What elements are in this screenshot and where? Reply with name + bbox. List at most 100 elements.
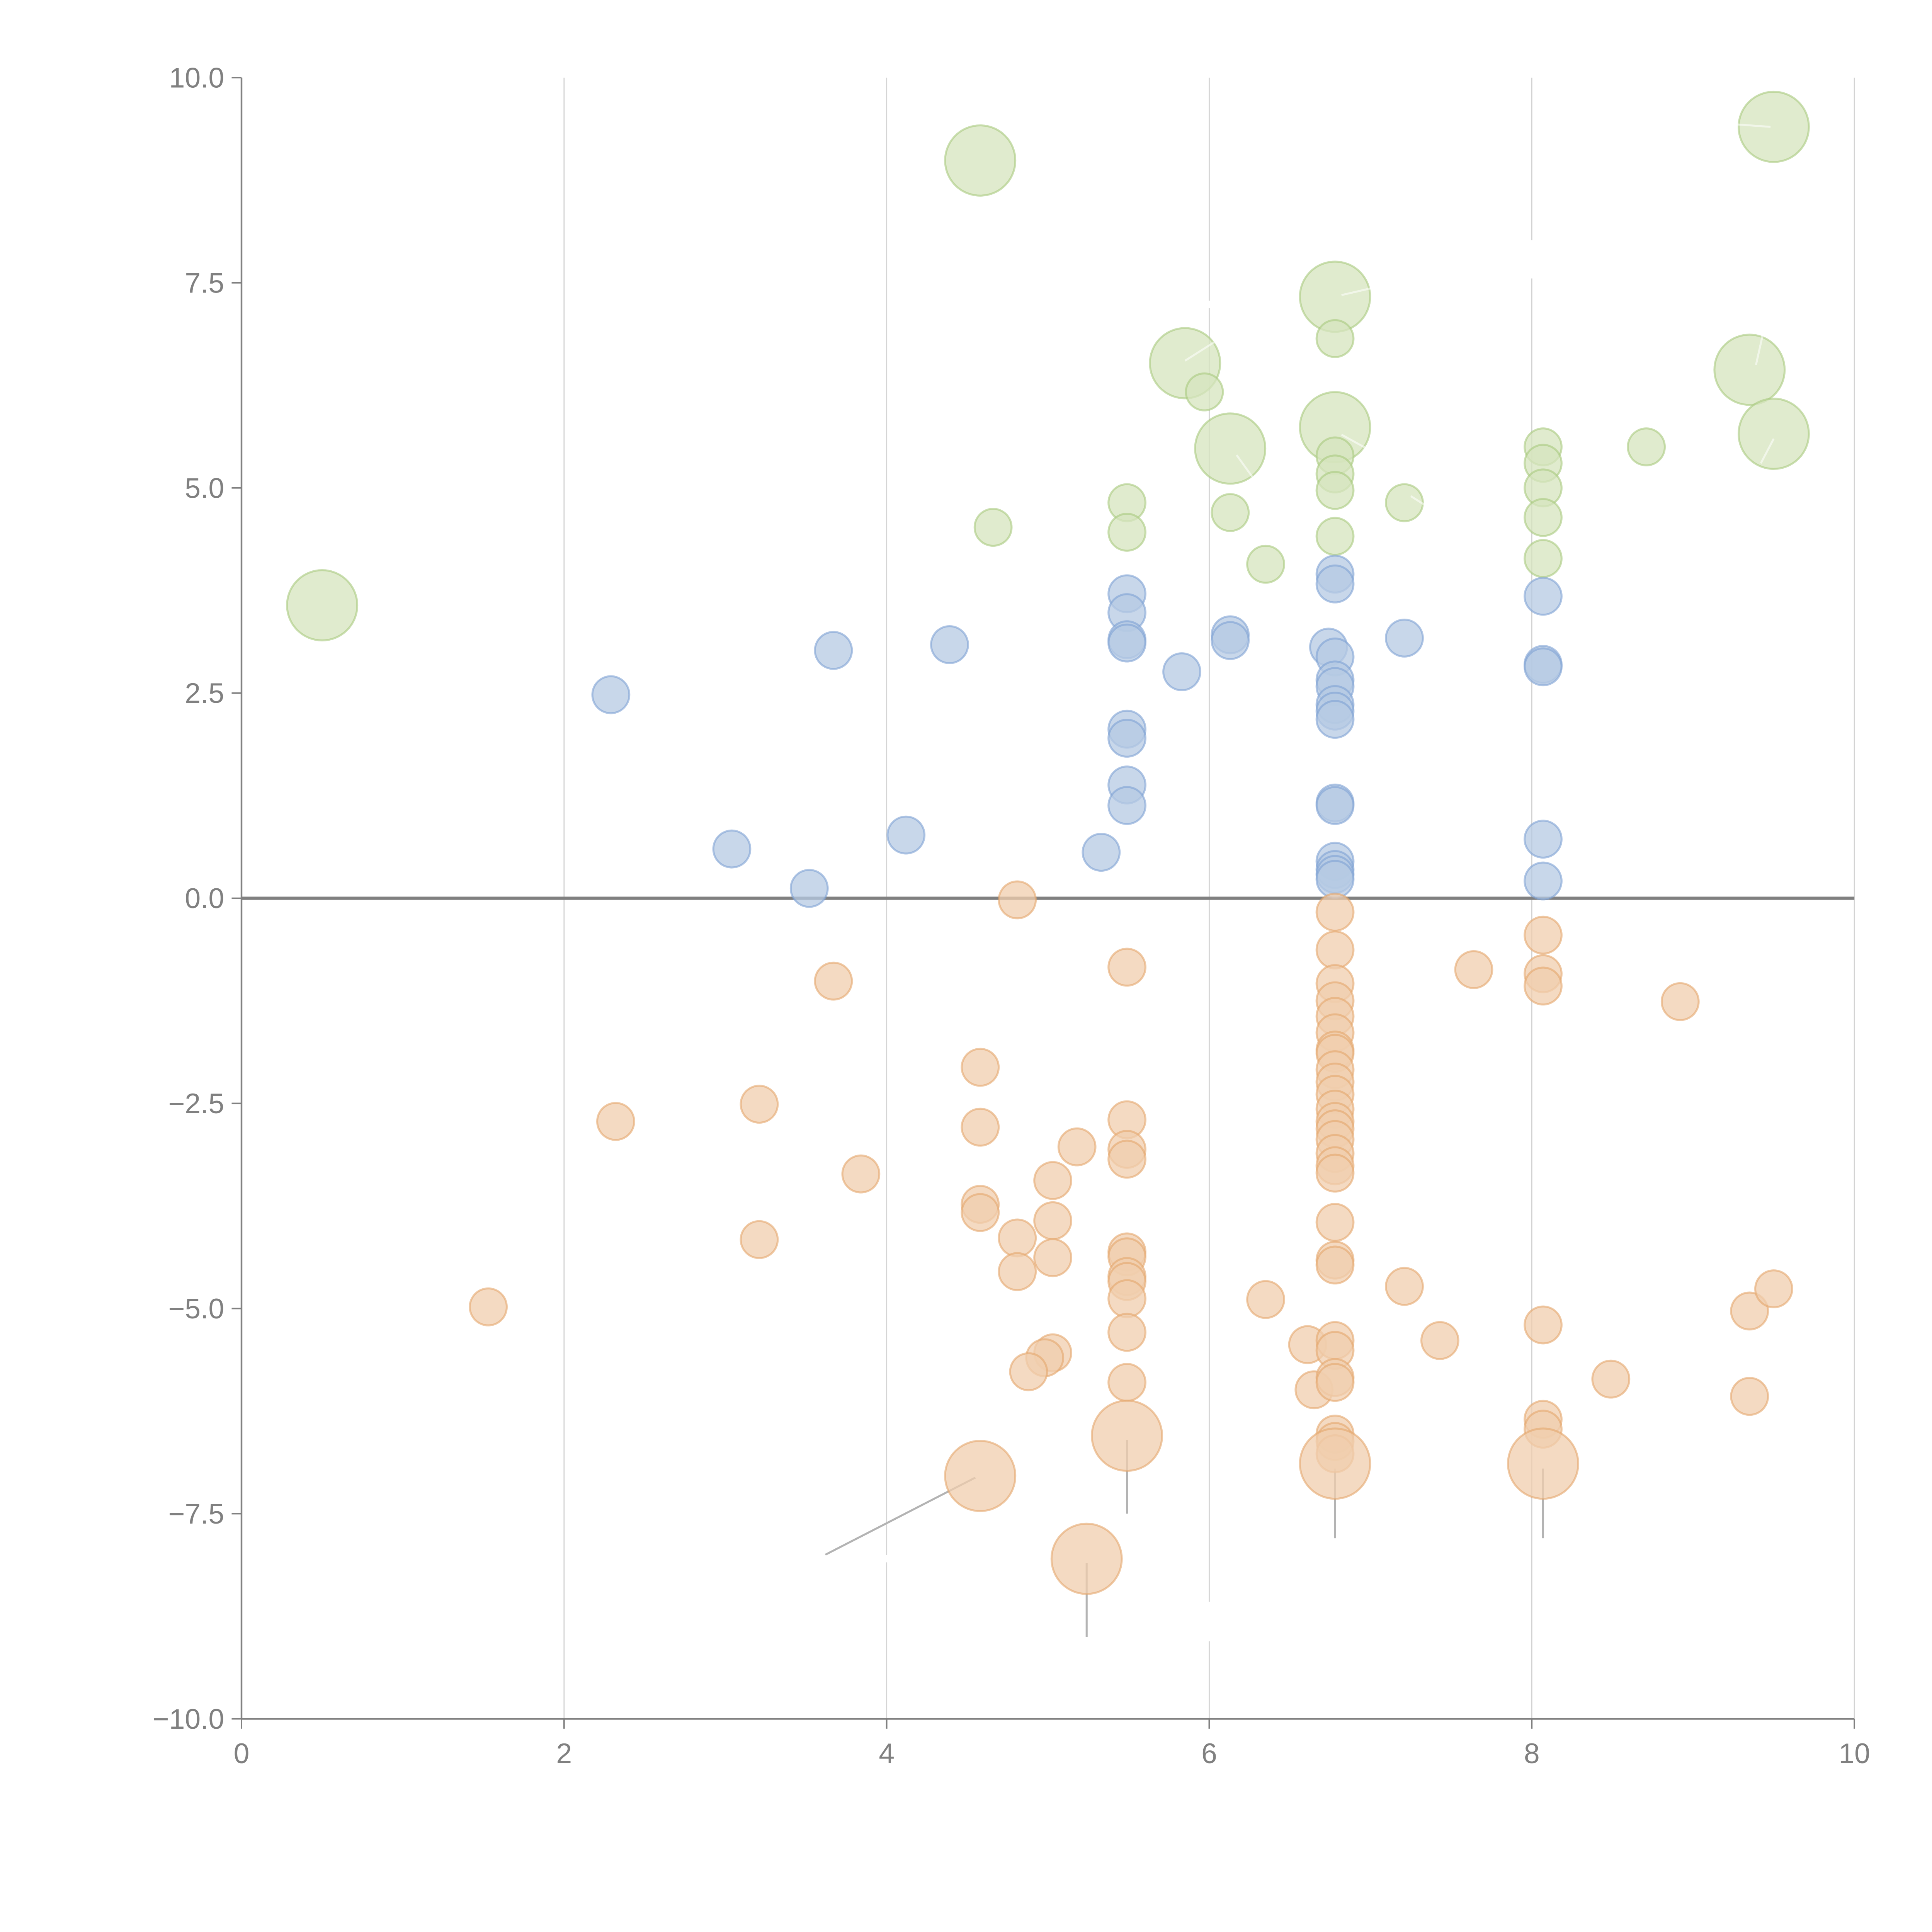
leader-line-light — [1341, 434, 1379, 456]
series-green — [286, 90, 1810, 641]
data-point-orange — [1033, 1161, 1072, 1200]
data-point-blue — [712, 829, 752, 869]
data-point-orange — [1057, 1127, 1097, 1167]
data-point-blue — [1315, 564, 1355, 604]
data-point-blue — [1524, 861, 1563, 901]
data-point-green — [1524, 498, 1563, 537]
data-point-orange — [1033, 1238, 1072, 1277]
y-tick-label: 2.5 — [185, 677, 224, 709]
data-point-blue — [1082, 833, 1121, 872]
data-point-blue — [1211, 621, 1250, 660]
x-tick-label: 6 — [1201, 1738, 1217, 1769]
data-point-green — [944, 124, 1017, 197]
x-tick-label: 2 — [556, 1738, 572, 1769]
data-point-orange — [1660, 982, 1700, 1021]
annotation-leader-lines-light — [1184, 122, 1775, 518]
leader-line-light — [1410, 495, 1444, 518]
data-point-green — [1246, 544, 1285, 584]
data-point-green — [1315, 471, 1355, 510]
y-tick-label: −5.0 — [168, 1293, 224, 1325]
data-point-orange — [1033, 1201, 1072, 1240]
data-point-green — [1315, 319, 1355, 358]
data-point-blue — [930, 625, 969, 664]
data-points — [286, 90, 1810, 1595]
y-tick-label: 10.0 — [169, 62, 224, 94]
data-point-green — [1713, 333, 1786, 406]
data-point-green — [1627, 427, 1666, 466]
data-point-blue — [1524, 577, 1563, 616]
data-point-blue — [1315, 860, 1355, 899]
data-point-orange — [1420, 1321, 1459, 1360]
data-point-green — [1194, 412, 1267, 485]
data-point-orange — [961, 1048, 1000, 1087]
data-point-orange — [1107, 1139, 1146, 1179]
leader-line-light — [1755, 336, 1764, 365]
data-point-blue — [1315, 786, 1355, 825]
series-orange — [469, 880, 1793, 1595]
data-point-orange — [1524, 1305, 1563, 1345]
data-point-orange — [1730, 1291, 1769, 1331]
data-point-green — [1107, 513, 1146, 552]
data-point-orange — [1315, 1363, 1355, 1402]
data-point-orange — [1315, 893, 1355, 932]
data-point-orange — [1246, 1280, 1285, 1319]
leader-line-light — [1236, 454, 1255, 481]
data-point-orange — [944, 1440, 1017, 1512]
data-point-orange — [469, 1287, 508, 1327]
data-point-orange — [740, 1085, 779, 1124]
series-blue — [591, 554, 1563, 908]
axes — [231, 77, 1855, 1729]
data-point-orange — [1315, 1245, 1355, 1285]
data-point-orange — [1315, 1153, 1355, 1193]
data-point-orange — [1454, 950, 1493, 989]
data-point-blue — [886, 815, 926, 855]
data-point-blue — [1524, 647, 1563, 687]
data-point-orange — [1107, 1313, 1146, 1352]
x-tick-label: 8 — [1524, 1738, 1540, 1769]
data-point-orange — [1107, 1279, 1146, 1318]
data-point-orange — [1315, 930, 1355, 969]
data-point-orange — [814, 961, 853, 1001]
data-point-orange — [1730, 1377, 1769, 1416]
data-point-green — [286, 569, 359, 641]
data-point-orange — [1050, 1522, 1123, 1595]
leader-line-light — [1725, 122, 1771, 128]
y-tick-label: 0.0 — [185, 883, 224, 914]
leader-line-light — [1760, 438, 1775, 464]
data-point-orange — [1524, 915, 1563, 955]
data-point-orange — [998, 1252, 1037, 1291]
data-point-blue — [1524, 820, 1563, 859]
data-point-blue — [1107, 623, 1146, 663]
data-point-blue — [1107, 719, 1146, 758]
y-tick-label: 7.5 — [185, 267, 224, 299]
data-point-green — [1524, 539, 1563, 578]
data-point-blue — [789, 869, 829, 908]
x-tick-label: 4 — [879, 1738, 895, 1769]
data-point-orange — [1591, 1359, 1631, 1399]
y-tick-label: −2.5 — [168, 1088, 224, 1119]
y-tick-label: −7.5 — [168, 1498, 224, 1530]
data-point-orange — [1107, 1363, 1146, 1402]
data-point-green — [1185, 372, 1224, 412]
x-tick-label: 0 — [234, 1738, 250, 1769]
data-point-orange — [1091, 1400, 1163, 1472]
data-point-green — [1211, 493, 1250, 532]
data-point-orange — [1524, 966, 1563, 1006]
data-point-blue — [591, 675, 631, 714]
y-tick-label: −10.0 — [153, 1703, 224, 1735]
data-point-green — [1737, 90, 1810, 163]
data-point-orange — [961, 1193, 1000, 1232]
data-point-orange — [961, 1107, 1000, 1147]
data-point-orange — [1385, 1267, 1424, 1306]
data-point-orange — [1009, 1352, 1048, 1391]
data-point-blue — [814, 631, 853, 670]
data-point-blue — [1385, 619, 1424, 658]
y-tick-label: 5.0 — [185, 472, 224, 504]
data-point-orange — [1299, 1427, 1371, 1500]
data-point-green — [1737, 398, 1810, 470]
tick-labels: 10.0 7.5 5.0 2.5 0.0 −2.5 −5.0 −7.5 −10.0 0 2 4 6 8 10 — [153, 62, 1870, 1769]
x-tick-label: 10 — [1838, 1738, 1870, 1769]
data-point-orange — [1107, 947, 1146, 987]
data-point-orange — [998, 880, 1037, 920]
